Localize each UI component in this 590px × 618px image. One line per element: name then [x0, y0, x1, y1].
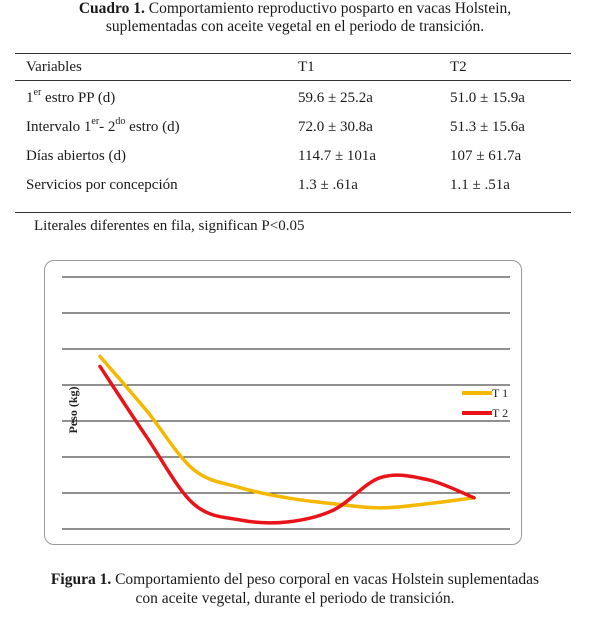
figure-caption: Figura 1. Comportamiento del peso corpor…: [0, 570, 590, 608]
table-caption: Cuadro 1. Comportamiento reproductivo po…: [0, 0, 590, 36]
figure-caption-label: Figura 1.: [50, 571, 112, 588]
table-bottom-rule: [15, 212, 571, 213]
table-caption-text-2: suplementadas con aceite vegetal en el p…: [105, 18, 485, 35]
row-t2-value: 51.0 ± 15.9a: [450, 90, 525, 106]
row-t2-value: 107 ± 61.7a: [450, 148, 522, 164]
table-header-row: Variables T1 T2: [0, 56, 590, 78]
row-variable: Intervalo 1er- 2do estro (d): [26, 116, 180, 136]
table-note: Literales diferentes en fila, significan…: [34, 218, 305, 234]
row-t1-value: 1.3 ± .61a: [298, 177, 358, 193]
series-line-1: [98, 354, 476, 510]
table-caption-label: Cuadro 1.: [78, 0, 145, 17]
table-header-rule: [15, 80, 571, 81]
table-caption-text-1: Comportamiento reproductivo posparto en …: [148, 0, 512, 17]
body-weight-line-chart: Peso (kg) T 1 T 2: [62, 276, 510, 530]
row-variable: Servicios por concepción: [26, 177, 178, 193]
row-t2-value: 1.1 ± .51a: [450, 177, 510, 193]
table-row: Días abiertos (d) 114.7 ± 101a 107 ± 61.…: [0, 145, 590, 167]
table-row: Intervalo 1er- 2do estro (d) 72.0 ± 30.8…: [0, 116, 590, 138]
table-row: 1er estro PP (d) 59.6 ± 25.2a 51.0 ± 15.…: [0, 87, 590, 109]
table-top-rule: [15, 53, 571, 54]
row-t2-value: 51.3 ± 15.6a: [450, 119, 525, 135]
figure-caption-text-2: con aceite vegetal, durante el periodo d…: [135, 590, 455, 607]
row-t1-value: 72.0 ± 30.8a: [298, 119, 373, 135]
row-t1-value: 59.6 ± 25.2a: [298, 90, 373, 106]
y-axis-label: Peso (kg): [66, 387, 80, 434]
row-variable: Días abiertos (d): [26, 148, 126, 164]
table-row: Servicios por concepción 1.3 ± .61a 1.1 …: [0, 174, 590, 196]
legend-label-2: T 2: [492, 406, 508, 420]
row-variable: 1er estro PP (d): [26, 87, 116, 107]
legend-label-1: T 1: [492, 386, 508, 400]
series-line-2: [98, 364, 476, 525]
row-t1-value: 114.7 ± 101a: [298, 148, 377, 164]
header-t2: T2: [450, 59, 467, 75]
header-variables: Variables: [26, 59, 82, 75]
figure-caption-text-1: Comportamiento del peso corporal en vaca…: [115, 571, 540, 588]
header-t1: T1: [298, 59, 315, 75]
